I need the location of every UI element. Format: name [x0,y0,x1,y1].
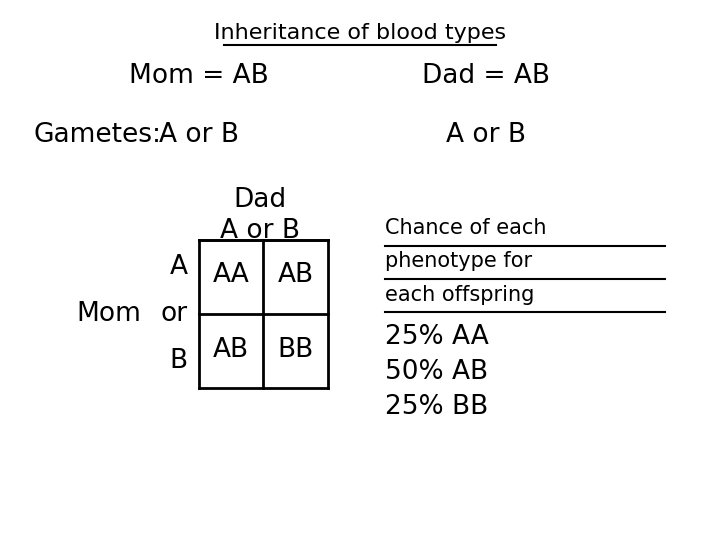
Text: BB: BB [277,336,314,362]
Text: or: or [161,301,188,327]
Text: A: A [170,254,188,280]
Text: Gametes:: Gametes: [34,122,162,148]
Text: 50% AB: 50% AB [385,359,488,385]
Text: Dad = AB: Dad = AB [421,63,549,89]
Text: B: B [170,348,188,374]
Text: phenotype for: phenotype for [385,251,532,271]
Text: 25% AA: 25% AA [385,324,489,350]
Text: Mom = AB: Mom = AB [129,63,269,89]
Text: each offspring: each offspring [385,285,534,305]
Text: Inheritance of blood types: Inheritance of blood types [214,23,506,43]
Text: Dad: Dad [233,187,286,213]
Text: Chance of each: Chance of each [385,218,546,238]
Text: AB: AB [213,336,249,362]
Text: A or B: A or B [158,122,238,148]
Text: AA: AA [212,262,249,288]
Text: AB: AB [277,262,313,288]
Text: A or B: A or B [446,122,526,148]
Text: Mom: Mom [76,301,141,327]
Text: A or B: A or B [220,218,300,244]
Text: 25% BB: 25% BB [385,394,488,420]
